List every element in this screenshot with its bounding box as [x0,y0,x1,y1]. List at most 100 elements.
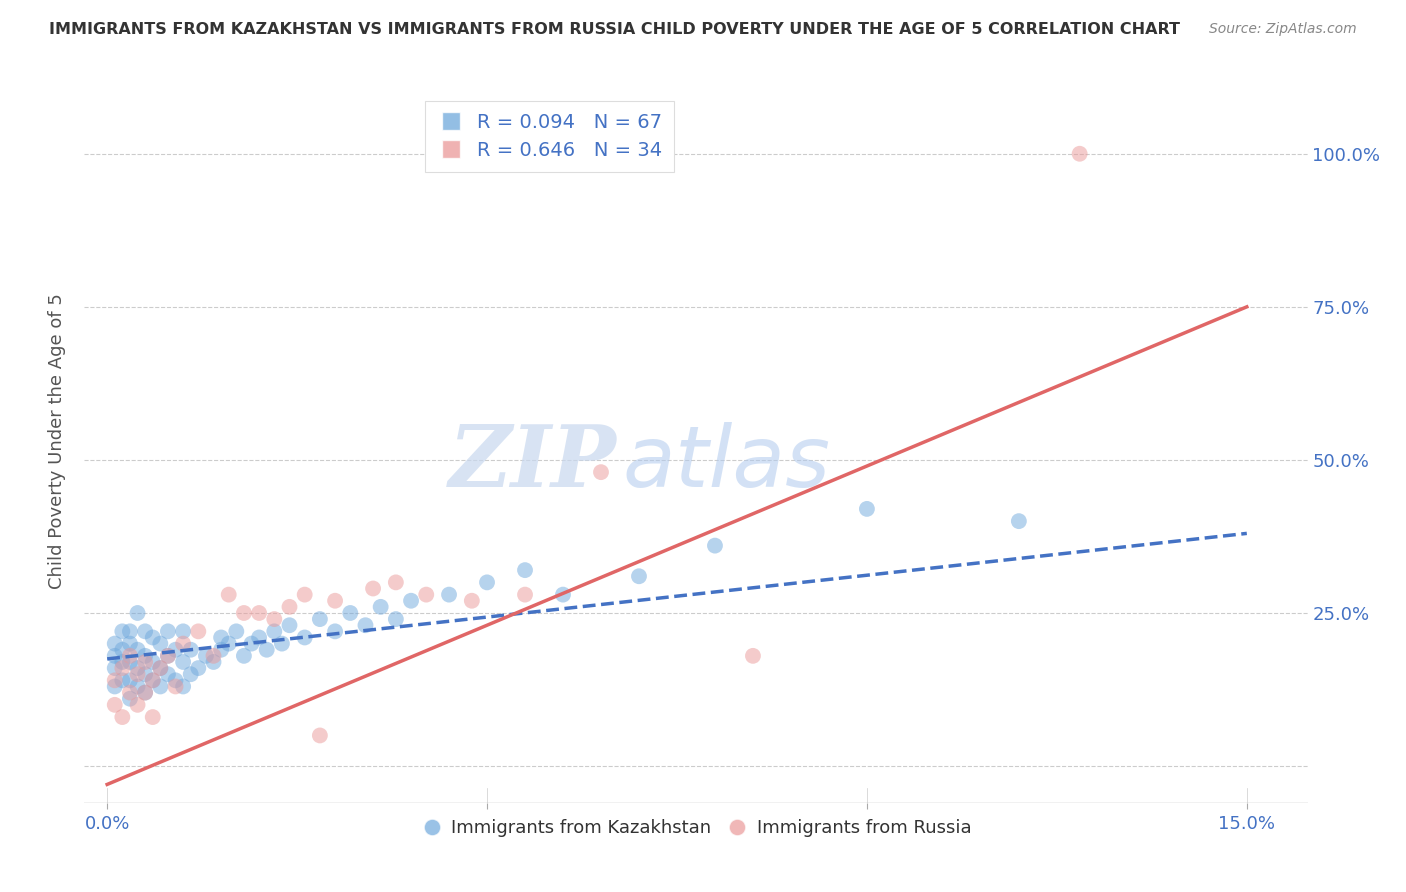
Point [134,667,156,681]
Point [134,624,156,639]
Point [385,575,408,590]
Point [263,624,285,639]
Point [263,612,285,626]
Point [156,648,179,663]
Point [172,637,194,651]
Point [104,673,127,688]
Point [589,465,612,479]
Point [134,648,156,663]
Point [247,631,270,645]
Point [361,582,384,596]
Point [370,599,392,614]
Point [437,588,460,602]
Point [309,728,332,742]
Point [742,648,765,663]
Point [278,618,301,632]
Point [127,642,149,657]
Point [172,680,194,694]
Point [323,624,346,639]
Point [513,588,536,602]
Point [165,673,187,688]
Point [1069,146,1091,161]
Y-axis label: Child Poverty Under the Age of 5: Child Poverty Under the Age of 5 [48,293,66,590]
Text: IMMIGRANTS FROM KAZAKHSTAN VS IMMIGRANTS FROM RUSSIA CHILD POVERTY UNDER THE AGE: IMMIGRANTS FROM KAZAKHSTAN VS IMMIGRANTS… [49,22,1180,37]
Point [156,667,179,681]
Point [104,661,127,675]
Legend: Immigrants from Kazakhstan, Immigrants from Russia: Immigrants from Kazakhstan, Immigrants f… [413,812,979,845]
Point [104,698,127,712]
Point [111,710,134,724]
Point [142,673,165,688]
Point [551,588,574,602]
Point [278,599,301,614]
Point [134,655,156,669]
Point [202,648,225,663]
Point [111,673,134,688]
Point [461,593,484,607]
Point [111,655,134,669]
Point [149,637,172,651]
Point [111,624,134,639]
Point [232,648,254,663]
Point [187,624,209,639]
Point [270,637,292,651]
Point [127,661,149,675]
Text: Source: ZipAtlas.com: Source: ZipAtlas.com [1209,22,1357,37]
Point [240,637,263,651]
Text: atlas: atlas [623,422,831,505]
Point [165,642,187,657]
Point [127,698,149,712]
Point [209,642,232,657]
Point [127,606,149,620]
Point [134,685,156,699]
Point [142,631,165,645]
Point [104,680,127,694]
Point [142,710,165,724]
Point [142,673,165,688]
Point [104,648,127,663]
Point [127,667,149,681]
Point [118,691,141,706]
Point [104,637,127,651]
Point [256,642,278,657]
Text: ZIP: ZIP [449,421,616,505]
Point [232,606,254,620]
Point [118,685,141,699]
Point [385,612,408,626]
Point [111,642,134,657]
Point [118,655,141,669]
Point [118,673,141,688]
Point [187,661,209,675]
Point [118,624,141,639]
Point [399,593,422,607]
Point [309,612,332,626]
Point [118,648,141,663]
Point [475,575,498,590]
Point [194,648,217,663]
Point [218,637,240,651]
Point [225,624,247,639]
Point [704,539,727,553]
Point [127,680,149,694]
Point [134,685,156,699]
Point [1008,514,1031,528]
Point [149,661,172,675]
Point [149,680,172,694]
Point [172,655,194,669]
Point [856,502,879,516]
Point [202,655,225,669]
Point [142,655,165,669]
Point [180,642,202,657]
Point [149,661,172,675]
Point [247,606,270,620]
Point [354,618,377,632]
Point [627,569,650,583]
Point [218,588,240,602]
Point [156,624,179,639]
Point [180,667,202,681]
Point [339,606,361,620]
Point [209,631,232,645]
Point [513,563,536,577]
Point [323,593,346,607]
Point [294,631,316,645]
